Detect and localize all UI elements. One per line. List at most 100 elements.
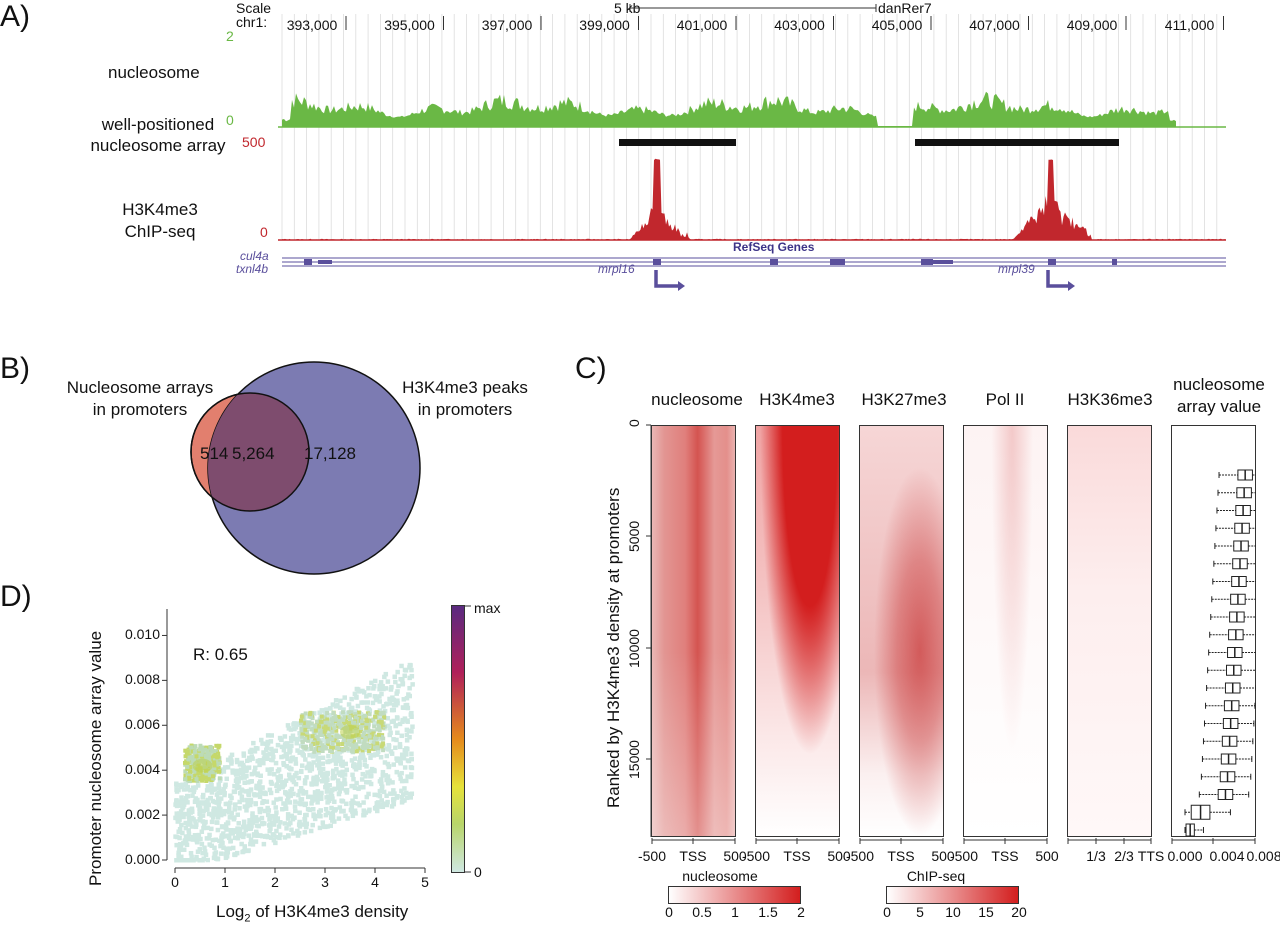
density-cell xyxy=(320,708,325,713)
density-cell xyxy=(325,800,330,805)
density-cell xyxy=(174,803,180,809)
density-cell xyxy=(273,760,279,766)
legend-chip-tick: 10 xyxy=(945,904,961,920)
density-cell xyxy=(355,703,361,709)
density-cell xyxy=(288,793,293,798)
boxplot xyxy=(1214,540,1256,552)
nucleosome-signal xyxy=(282,91,1176,127)
density-cell xyxy=(311,777,316,782)
density-cell xyxy=(399,752,405,757)
density-cell xyxy=(391,762,397,767)
xtick-one-third: 1/3 xyxy=(1086,848,1106,864)
density-cell xyxy=(212,811,217,817)
density-cell xyxy=(265,741,271,746)
density-cell xyxy=(230,845,236,851)
density-cell xyxy=(371,720,377,726)
density-cell xyxy=(332,773,337,779)
density-cell xyxy=(403,703,409,708)
density-cell xyxy=(277,832,283,837)
density-cell xyxy=(378,715,383,720)
density-cell xyxy=(329,746,334,751)
density-cell xyxy=(361,813,366,818)
density-cell xyxy=(345,742,350,747)
density-cell xyxy=(211,809,216,814)
density-cell xyxy=(333,807,339,812)
density-cell xyxy=(187,773,192,778)
density-cell xyxy=(290,733,296,738)
density-cell xyxy=(185,784,191,790)
venn-overlap-count: 5,264 xyxy=(232,444,275,463)
density-cell xyxy=(197,858,202,863)
density-cell xyxy=(208,744,213,749)
density-cell xyxy=(375,745,380,750)
density-cell xyxy=(248,841,253,847)
density-cell xyxy=(343,813,348,819)
density-cell xyxy=(279,737,284,743)
density-cell xyxy=(317,724,322,729)
density-cell xyxy=(225,765,231,770)
density-cell xyxy=(262,752,267,758)
boxplot xyxy=(1184,823,1204,837)
density-cell xyxy=(278,784,283,789)
density-cell xyxy=(194,777,199,782)
density-cell xyxy=(315,800,320,805)
density-cell xyxy=(303,790,309,795)
density-cell xyxy=(394,769,400,775)
density-cell xyxy=(381,741,386,746)
density-cell xyxy=(364,794,370,800)
density-cell xyxy=(189,854,194,860)
density-cell xyxy=(208,754,213,759)
scatter-ytick-label: 0.002 xyxy=(124,806,160,823)
h3k4me3-signal xyxy=(282,158,1226,240)
density-cell xyxy=(344,720,349,725)
density-cell xyxy=(299,720,304,725)
density-cell xyxy=(255,772,260,778)
density-cell xyxy=(372,678,378,684)
density-cell xyxy=(365,700,370,705)
density-cell xyxy=(316,765,322,771)
density-cell xyxy=(187,816,192,822)
density-cell xyxy=(209,826,214,832)
density-cell xyxy=(236,779,241,784)
density-cell xyxy=(388,791,393,796)
density-cell xyxy=(341,717,346,722)
density-cell xyxy=(397,756,403,762)
density-cell xyxy=(368,755,373,761)
density-cell xyxy=(369,732,374,737)
panel-a-label: A) xyxy=(0,0,30,33)
density-cell xyxy=(267,817,272,822)
density-cell xyxy=(208,795,213,801)
density-cell xyxy=(207,842,212,847)
density-cell xyxy=(183,825,189,831)
density-cell xyxy=(204,799,209,805)
refseq-label: RefSeq Genes xyxy=(733,240,815,254)
density-cell xyxy=(297,736,303,741)
density-cell xyxy=(278,820,283,825)
density-cell xyxy=(186,831,192,837)
density-cell xyxy=(289,813,295,819)
density-cell xyxy=(336,714,341,719)
density-cell xyxy=(351,739,356,744)
density-cell xyxy=(302,816,307,822)
density-cell xyxy=(384,777,389,783)
density-cell xyxy=(301,721,306,726)
density-cell xyxy=(270,750,275,755)
density-cell xyxy=(210,837,216,843)
density-cell xyxy=(300,734,305,739)
density-cell xyxy=(375,727,380,732)
density-cell xyxy=(183,760,188,765)
coord-label: 397,000 xyxy=(481,17,533,33)
density-cell xyxy=(313,752,319,758)
boxplot xyxy=(1207,664,1256,676)
density-cell xyxy=(354,744,359,749)
density-cell xyxy=(218,851,224,856)
density-cell xyxy=(292,773,298,779)
density-cell xyxy=(309,721,314,726)
density-cell xyxy=(197,775,202,780)
density-cell xyxy=(379,781,384,786)
density-cell xyxy=(240,772,246,777)
scatter-xtick-label: 4 xyxy=(371,874,379,890)
density-cell xyxy=(291,831,296,836)
xtick-tss: TSS xyxy=(991,848,1019,864)
density-cell xyxy=(310,806,316,812)
